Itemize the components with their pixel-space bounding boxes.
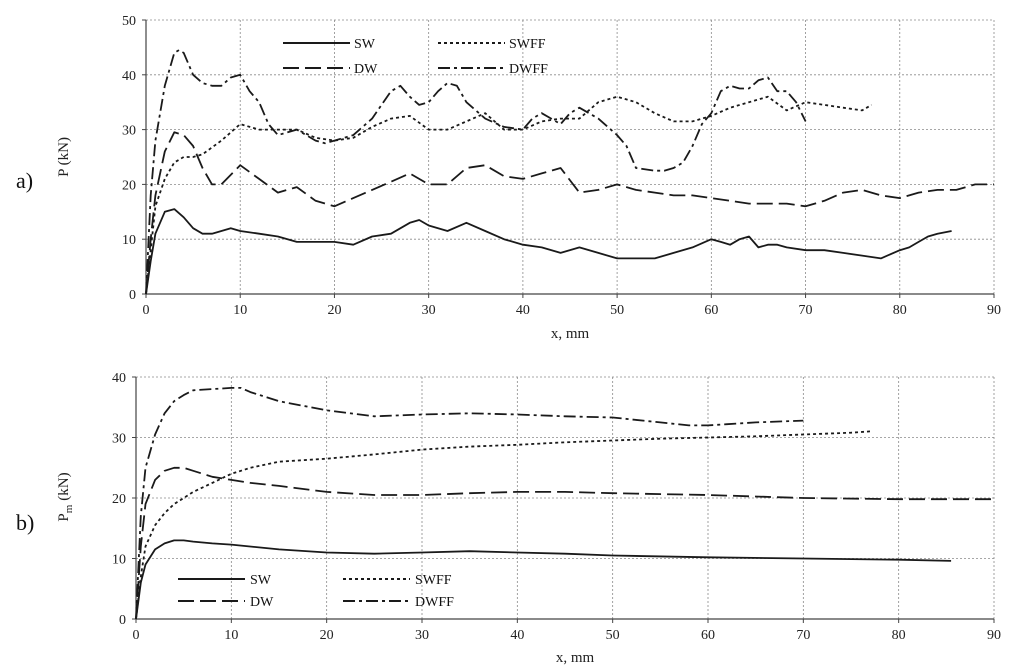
legend-a-swff-label: SWFF xyxy=(509,37,546,52)
x-tick-label-a: 30 xyxy=(422,303,436,318)
series-line-a-sw xyxy=(145,208,952,295)
x-tick-label-b: 30 xyxy=(415,628,429,643)
y-tick-label-b: 30 xyxy=(112,432,126,447)
y-tick-label-b: 20 xyxy=(112,492,126,507)
series-line-b-sw xyxy=(135,539,952,620)
x-tick-label-a: 20 xyxy=(327,303,341,318)
series-line-b-swff xyxy=(135,430,871,620)
x-tick-label-b: 40 xyxy=(510,628,524,643)
x-tick-label-a: 50 xyxy=(610,303,624,318)
y-tick-label-a: 20 xyxy=(122,178,136,193)
legend-b-dw-label: DW xyxy=(250,595,274,610)
y-tick-label-a: 40 xyxy=(122,69,136,84)
legend-a: SW SWFF DW DWFF xyxy=(283,37,548,77)
ticks-a: 0 10 20 30 40 50 0 10 20 30 40 50 60 70 80 90 xyxy=(122,14,1001,318)
y-axis-label-b-unit: (kN) xyxy=(56,472,72,500)
x-tick-label-b: 10 xyxy=(224,628,238,643)
axes-b xyxy=(132,376,995,623)
x-tick-label-a: 40 xyxy=(516,303,530,318)
legend-a-dw-label: DW xyxy=(354,62,378,77)
y-tick-label-a: 10 xyxy=(122,233,136,248)
chart-a: 0 10 20 30 40 50 0 10 20 30 40 50 60 70 80 90 SW SWFF D… xyxy=(16,14,1001,342)
y-tick-label-a: 0 xyxy=(129,288,136,303)
series-line-a-swff xyxy=(145,95,872,295)
x-tick-label-b: 60 xyxy=(701,628,715,643)
panel-label-b: b) xyxy=(16,510,34,535)
y-tick-label-b: 40 xyxy=(112,371,126,386)
y-tick-label-a: 50 xyxy=(122,14,136,29)
panel-label-a: a) xyxy=(16,168,33,193)
x-tick-label-a: 0 xyxy=(143,303,150,318)
legend-a-dwff-label: DWFF xyxy=(509,62,548,77)
x-tick-label-a: 70 xyxy=(799,303,813,318)
grid-a xyxy=(146,19,995,294)
legend-a-sw-label: SW xyxy=(354,37,376,52)
series-a xyxy=(145,49,994,295)
x-tick-label-a: 60 xyxy=(704,303,718,318)
legend-b: SW SWFF DW DWFF xyxy=(178,573,454,610)
legend-b-swff-label: SWFF xyxy=(415,573,452,588)
x-tick-label-b: 90 xyxy=(987,628,1001,643)
ticks-b: 0 10 20 30 40 0 10 20 30 40 50 60 70 80 90 xyxy=(112,371,1001,643)
y-tick-label-b: 10 xyxy=(112,553,126,568)
x-axis-label-a: x, mm xyxy=(551,326,590,342)
legend-b-sw-label: SW xyxy=(250,573,272,588)
series-line-b-dw xyxy=(135,466,994,620)
y-tick-label-b: 0 xyxy=(119,613,126,628)
x-tick-label-b: 0 xyxy=(133,628,140,643)
axes-a xyxy=(142,19,995,298)
y-axis-label-b-text: Pm (kN) xyxy=(56,472,75,521)
y-axis-label-b: Pm (kN) xyxy=(56,472,75,521)
x-tick-label-b: 20 xyxy=(320,628,334,643)
x-axis-label-b: x, mm xyxy=(556,650,595,666)
chart-b: 0 10 20 30 40 0 10 20 30 40 50 60 70 80 90 SW SWFF DW … xyxy=(16,371,1001,666)
x-tick-label-b: 80 xyxy=(892,628,906,643)
series-line-b-dwff xyxy=(135,386,804,620)
legend-b-dwff-label: DWFF xyxy=(415,595,454,610)
y-axis-label-b-main: P xyxy=(56,513,72,521)
series-line-a-dw xyxy=(145,131,994,295)
y-axis-label-b-sub: m xyxy=(63,504,75,513)
series-line-a-dwff xyxy=(145,49,807,295)
y-tick-label-a: 30 xyxy=(122,124,136,139)
x-tick-label-a: 10 xyxy=(233,303,247,318)
x-tick-label-a: 80 xyxy=(893,303,907,318)
x-tick-label-a: 90 xyxy=(987,303,1001,318)
x-tick-label-b: 70 xyxy=(796,628,810,643)
series-b xyxy=(135,386,994,620)
x-tick-label-b: 50 xyxy=(606,628,620,643)
y-axis-label-a: P (kN) xyxy=(56,137,72,177)
